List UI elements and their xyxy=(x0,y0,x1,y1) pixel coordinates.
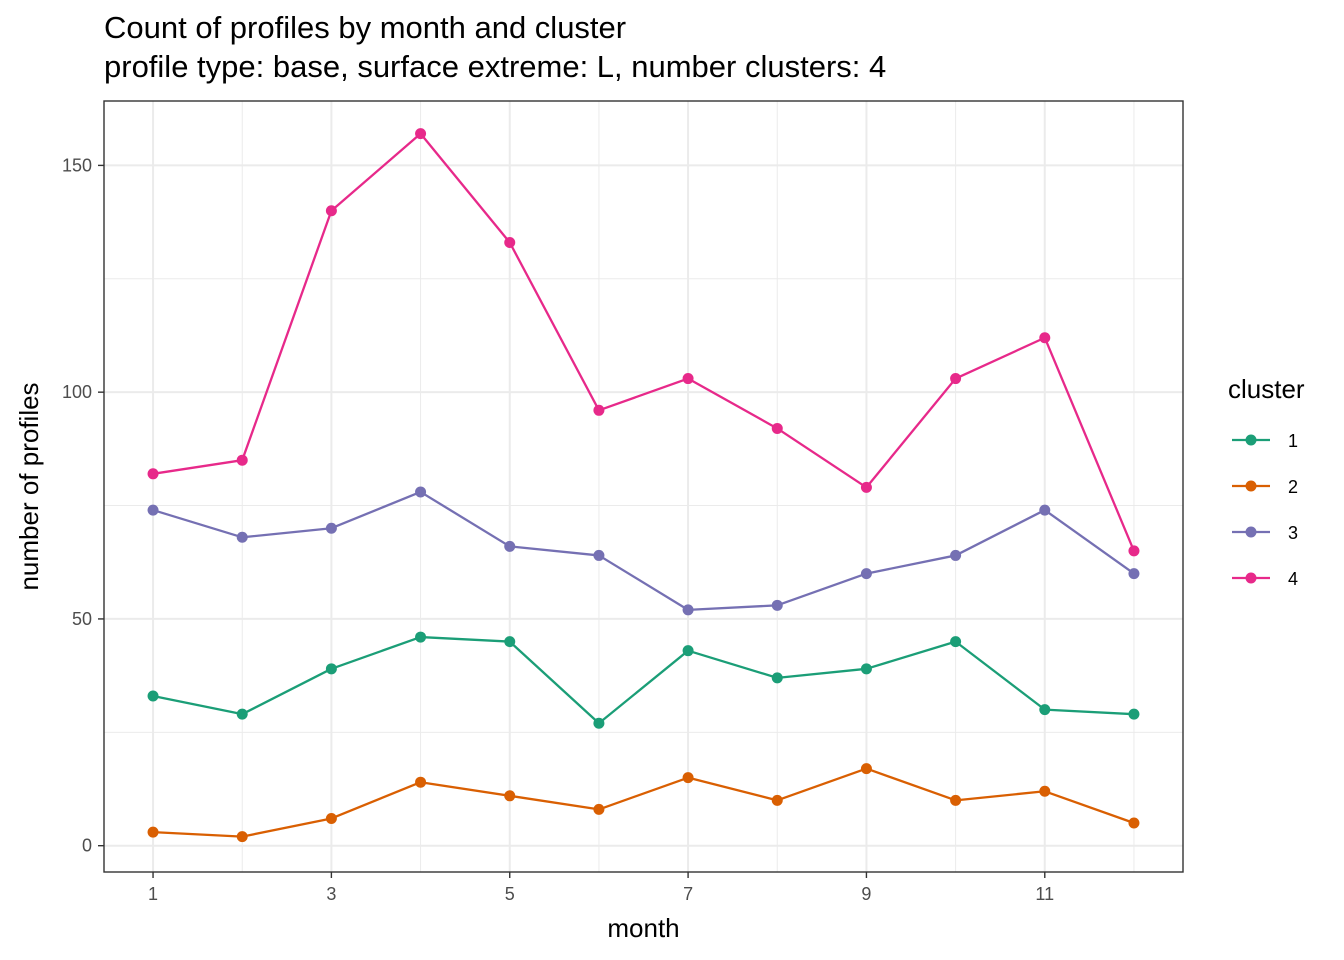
data-point-2 xyxy=(147,826,159,838)
data-point-3 xyxy=(147,504,159,516)
series-line-3 xyxy=(152,490,1135,612)
x-tick-label: 7 xyxy=(683,884,693,904)
legend-key-point xyxy=(1245,434,1257,446)
data-point-1 xyxy=(325,663,337,675)
panel-border xyxy=(103,100,1184,873)
series-line-1 xyxy=(152,635,1135,725)
x-tick-label: 1 xyxy=(148,884,158,904)
data-point-1 xyxy=(147,690,159,702)
x-tick-label: 11 xyxy=(1035,884,1054,904)
data-point-3 xyxy=(593,549,605,561)
data-point-1 xyxy=(771,672,783,684)
data-point-1 xyxy=(593,717,605,729)
data-point-1 xyxy=(504,636,516,648)
y-axis-label: number of profiles xyxy=(14,382,44,590)
data-point-4 xyxy=(771,422,783,434)
data-point-1 xyxy=(860,663,872,675)
legend-label: 1 xyxy=(1288,431,1298,451)
data-point-2 xyxy=(950,794,962,806)
data-point-3 xyxy=(236,531,248,543)
data-point-3 xyxy=(1039,504,1051,516)
data-point-2 xyxy=(1039,785,1051,797)
data-point-2 xyxy=(504,790,516,802)
legend: cluster 1 2 3 4 xyxy=(1228,374,1305,589)
plot-panel xyxy=(103,100,1184,873)
data-point-1 xyxy=(950,636,962,648)
data-point-3 xyxy=(682,604,694,616)
data-point-2 xyxy=(771,794,783,806)
data-point-2 xyxy=(593,803,605,815)
data-point-2 xyxy=(236,831,248,843)
series-line-2 xyxy=(152,767,1135,838)
legend-key-point xyxy=(1245,526,1257,538)
data-point-3 xyxy=(771,599,783,611)
data-point-1 xyxy=(236,708,248,720)
x-tick-label: 9 xyxy=(861,884,871,904)
data-point-4 xyxy=(593,404,605,416)
data-point-4 xyxy=(1039,332,1051,344)
data-point-3 xyxy=(504,540,516,552)
data-point-2 xyxy=(682,772,694,784)
x-tick-label: 3 xyxy=(326,884,336,904)
series-line-4 xyxy=(152,132,1136,552)
data-point-1 xyxy=(415,631,427,643)
data-point-1 xyxy=(1128,708,1140,720)
data-point-3 xyxy=(860,568,872,580)
data-point-2 xyxy=(415,776,427,788)
chart-subtitle: profile type: base, surface extreme: L, … xyxy=(104,49,887,84)
data-point-2 xyxy=(325,812,337,824)
data-point-3 xyxy=(1128,568,1140,580)
data-point-4 xyxy=(1128,545,1140,557)
data-point-4 xyxy=(236,454,248,466)
legend-key-point xyxy=(1245,572,1257,584)
data-point-3 xyxy=(950,549,962,561)
y-tick-label: 100 xyxy=(62,382,92,402)
data-point-4 xyxy=(860,481,872,493)
y-tick-label: 0 xyxy=(82,836,92,856)
legend-label: 3 xyxy=(1288,523,1298,543)
legend-label: 4 xyxy=(1288,569,1298,589)
data-point-4 xyxy=(682,373,694,385)
x-tick-label: 5 xyxy=(505,884,515,904)
data-point-1 xyxy=(682,645,694,657)
legend-label: 2 xyxy=(1288,477,1298,497)
data-point-4 xyxy=(325,205,337,217)
panel-background xyxy=(104,101,1183,872)
data-point-2 xyxy=(1128,817,1140,829)
y-tick-label: 50 xyxy=(72,609,92,629)
data-point-2 xyxy=(860,763,872,775)
x-axis-label: month xyxy=(607,913,679,943)
axes: 1 3 5 7 9 11 0 50 100 150 month number of profiles xyxy=(14,155,1054,943)
data-point-4 xyxy=(147,468,159,480)
legend-title: cluster xyxy=(1228,374,1305,404)
data-point-3 xyxy=(325,522,337,534)
series-marks xyxy=(147,128,1140,843)
data-point-4 xyxy=(415,128,427,140)
legend-key-point xyxy=(1245,480,1257,492)
data-point-4 xyxy=(504,237,516,249)
chart-title: Count of profiles by month and cluster xyxy=(104,10,627,45)
y-tick-label: 150 xyxy=(62,155,92,175)
data-point-4 xyxy=(950,373,962,385)
data-point-3 xyxy=(415,486,427,498)
data-point-1 xyxy=(1039,704,1051,716)
